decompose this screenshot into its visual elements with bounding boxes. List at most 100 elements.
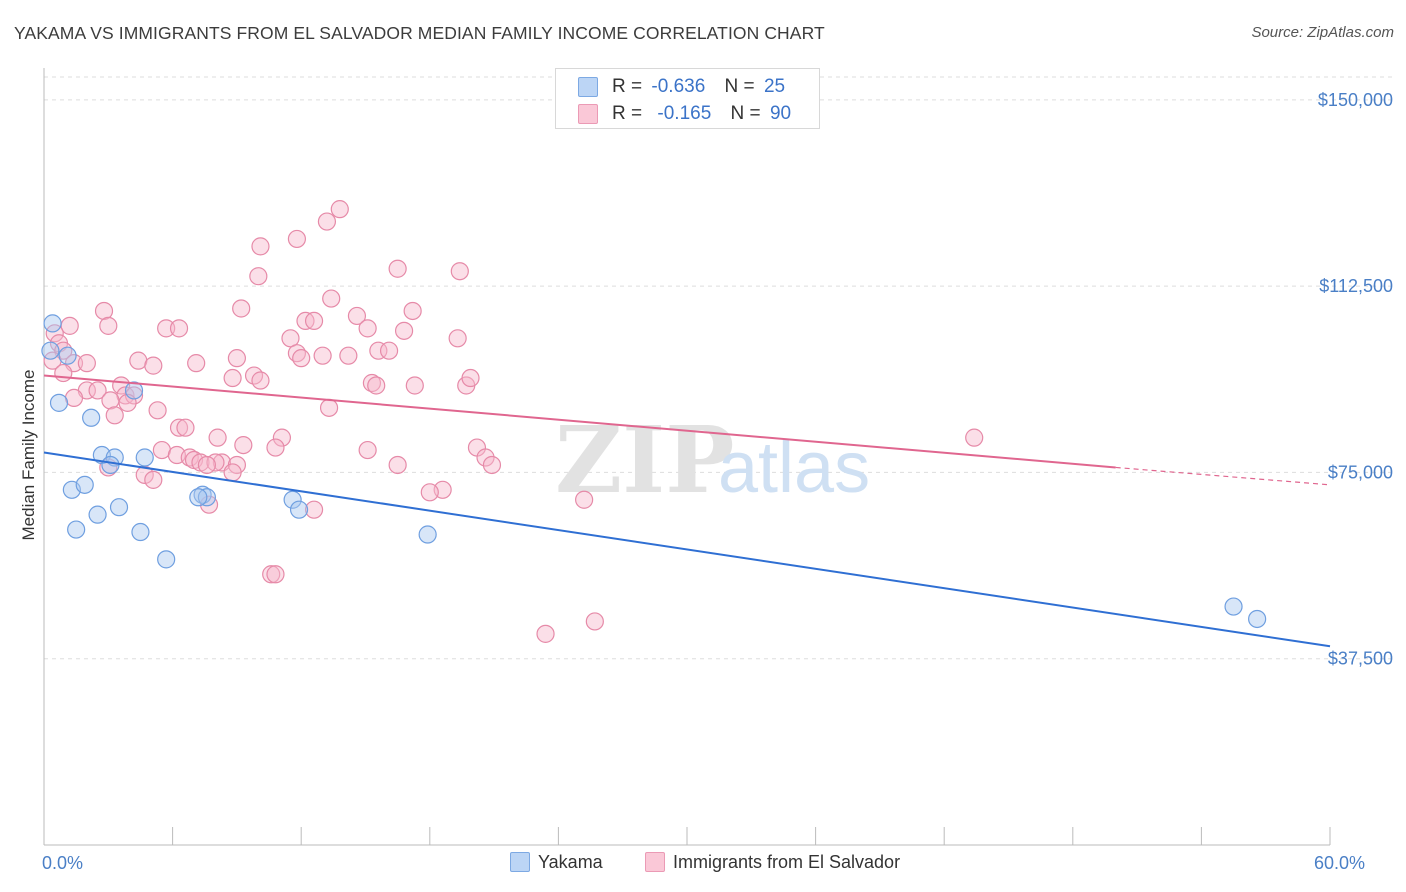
- salvador-point-30: [292, 349, 311, 368]
- salvador-point-5: [450, 262, 469, 281]
- salvador-point-85: [199, 495, 219, 514]
- yakama-point-3: [82, 408, 101, 427]
- bottom-legend-label-yakama: Yakama: [538, 852, 603, 872]
- salvador-point-57: [105, 406, 124, 425]
- watermark: ZIP atlas: [555, 406, 870, 514]
- legend-swatch-salvador: [578, 104, 598, 124]
- watermark-atlas: atlas: [718, 428, 870, 508]
- chart-title: YAKAMA VS IMMIGRANTS FROM EL SALVADOR ME…: [14, 23, 825, 43]
- x-tick-label-1: 60.0%: [1314, 853, 1365, 873]
- salvador-point-56: [148, 401, 167, 420]
- salvador-point-77: [388, 455, 407, 475]
- salvador-point-40: [223, 368, 242, 388]
- yakama-point-24: [41, 341, 60, 360]
- legend-n-label: N =: [724, 76, 755, 97]
- salvador-point-80: [223, 463, 242, 482]
- salvador-point-37: [144, 356, 163, 375]
- salvador-point-0: [330, 200, 349, 219]
- yakama-point-15: [283, 490, 302, 509]
- salvador-point-7: [322, 289, 341, 308]
- x-tick-label-0: 0.0%: [42, 853, 83, 873]
- salvador-point-62: [965, 428, 984, 447]
- salvador-point-91: [536, 624, 555, 643]
- salvador-point-53: [101, 391, 120, 410]
- salvador-point-78: [482, 455, 502, 475]
- salvador-point-11: [347, 306, 367, 326]
- legend-r-value-yakama: -0.636: [651, 76, 706, 97]
- legend-swatch-yakama: [578, 77, 598, 97]
- legend-r-value-salvador: -0.165: [657, 103, 712, 124]
- salvador-point-6: [249, 267, 268, 286]
- yakama-point-23: [1248, 609, 1267, 629]
- salvador-point-44: [405, 376, 424, 395]
- salvador-point-8: [94, 301, 114, 321]
- salvador-point-24: [369, 341, 388, 360]
- bottom-legend-label-salvador: Immigrants from El Salvador: [673, 852, 901, 872]
- salvador-point-15: [99, 316, 118, 335]
- salvador-point-60: [208, 428, 227, 447]
- yakama-point-20: [418, 525, 437, 544]
- yakama-point-4: [124, 381, 144, 400]
- salvador-point-55: [319, 398, 339, 417]
- salvador-point-31: [227, 349, 246, 368]
- yakama-point-11: [109, 498, 129, 517]
- salvador-point-46: [461, 368, 480, 388]
- salvador-point-36: [187, 354, 206, 373]
- y-axis-label: Median Family Income: [19, 369, 38, 540]
- salvador-point-61: [272, 428, 292, 447]
- salvador-point-19: [394, 321, 414, 340]
- salvador-point-43: [367, 376, 386, 395]
- salvador-point-90: [585, 612, 604, 631]
- yakama-point-7: [135, 448, 154, 467]
- salvador-point-35: [129, 351, 148, 370]
- bottom-legend-yakama: Yakama: [510, 852, 603, 873]
- yakama-point-19: [131, 522, 150, 542]
- y-tick-label-3: $150,000: [1318, 90, 1393, 110]
- salvador-point-52: [64, 388, 84, 408]
- salvador-point-25: [379, 341, 399, 360]
- salvador-point-59: [176, 418, 195, 437]
- salvador-point-2: [287, 229, 307, 249]
- salvador-point-75: [197, 455, 216, 475]
- salvador-point-22: [448, 329, 467, 348]
- salvador-point-29: [339, 346, 358, 365]
- series-yakama-points: [41, 314, 1267, 629]
- yakama-point-22: [1224, 597, 1243, 616]
- salvador-point-34: [77, 354, 96, 373]
- salvador-point-87: [575, 490, 594, 509]
- salvador-point-64: [266, 438, 285, 457]
- y-tick-label-2: $112,500: [1319, 276, 1393, 296]
- legend-r-label: R =: [612, 103, 643, 124]
- yakama-point-2: [49, 393, 69, 412]
- legend-r-label: R =: [612, 76, 643, 97]
- yakama-point-14: [189, 488, 208, 507]
- x-tick-labels: 0.0% 60.0%: [42, 853, 1365, 873]
- gridlines: [44, 76, 1395, 660]
- salvador-point-28: [313, 346, 332, 365]
- salvador-point-51: [124, 386, 144, 405]
- salvador-point-63: [234, 435, 253, 455]
- salvador-point-88: [262, 565, 281, 584]
- watermark-zip: ZIP: [555, 406, 734, 514]
- legend-n-label: N =: [730, 103, 761, 124]
- salvador-point-89: [266, 565, 285, 584]
- yakama-point-16: [88, 505, 107, 524]
- salvador-point-82: [144, 470, 163, 489]
- yakama-point-0: [43, 314, 62, 333]
- salvador-point-41: [251, 371, 270, 390]
- salvador-point-9: [232, 299, 251, 318]
- y-tick-label-0: $37,500: [1328, 649, 1393, 669]
- yakama-point-8: [101, 455, 120, 475]
- salvador-point-14: [60, 316, 79, 335]
- yakama-point-18: [67, 520, 86, 539]
- salvador-point-16: [157, 319, 176, 338]
- salvador-point-4: [388, 259, 407, 278]
- salvador-point-38: [54, 363, 73, 383]
- salvador-point-18: [358, 319, 377, 338]
- y-tick-labels: $37,500 $75,000 $112,500 $150,000: [1318, 90, 1393, 669]
- yakama-point-21: [157, 550, 176, 569]
- bottom-legend-swatch-yakama: [510, 852, 530, 872]
- y-tick-label-1: $75,000: [1328, 462, 1393, 482]
- salvador-point-1: [317, 212, 337, 231]
